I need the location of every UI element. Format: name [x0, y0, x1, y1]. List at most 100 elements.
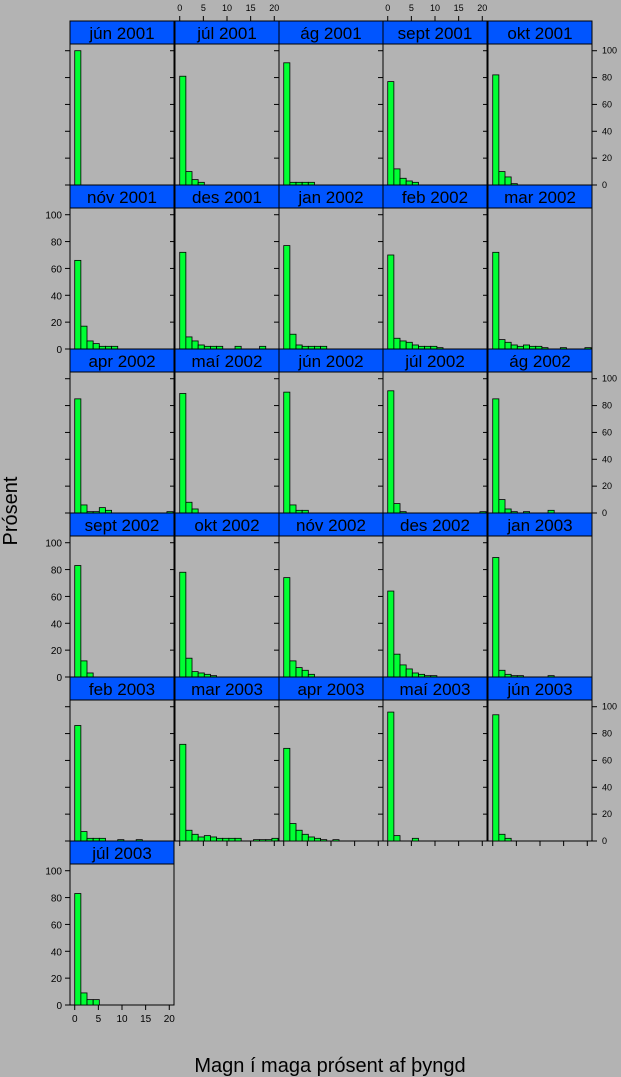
histogram-bar [222, 837, 230, 842]
panel-label: des 2001 [192, 188, 262, 207]
panel-frame [69, 863, 175, 1006]
histogram-bar [387, 81, 395, 186]
histogram-bar [259, 839, 267, 842]
histogram-bar [86, 340, 94, 350]
histogram-bar [80, 504, 88, 514]
panel-label: feb 2002 [402, 188, 468, 207]
histogram-bar [393, 168, 401, 186]
x-tick-label-top: 20 [269, 3, 279, 13]
histogram-bar [498, 833, 506, 842]
histogram-bar [74, 259, 82, 350]
histogram-bar [411, 672, 419, 678]
y-tick-label: 60 [51, 264, 63, 275]
x-tick-label-top: 10 [222, 3, 232, 13]
y-tick-label: 80 [51, 566, 63, 577]
y-tick-label: 0 [56, 673, 62, 684]
histogram-bar [504, 508, 512, 514]
y-tick-label-right: 60 [602, 427, 612, 437]
histogram-bar [191, 508, 199, 514]
panel-frame [487, 207, 593, 350]
histogram-bar [179, 251, 187, 350]
histogram-bar [197, 672, 205, 678]
y-tick-label-right: 40 [602, 126, 612, 136]
x-tick-label: 15 [140, 1014, 152, 1025]
histogram-bar [289, 504, 297, 514]
histogram-bar [80, 992, 88, 1006]
x-tick-label: 20 [164, 1014, 176, 1025]
panel-frame [174, 535, 280, 678]
y-tick-label-right: 20 [602, 153, 612, 163]
y-tick-label-right: 40 [602, 782, 612, 792]
x-tick-label-top: 0 [177, 3, 182, 13]
histogram-bar [387, 254, 395, 350]
histogram-bar [283, 747, 291, 842]
histogram-bar [393, 653, 401, 678]
histogram-bar [234, 837, 242, 842]
panel-label: jún 2003 [506, 680, 572, 699]
panel-frame [487, 43, 593, 186]
histogram-bar [498, 669, 506, 678]
x-tick-label-top: 0 [385, 3, 390, 13]
histogram-bar [80, 660, 88, 678]
y-tick-label: 100 [45, 211, 62, 222]
x-tick-label-top: 10 [430, 3, 440, 13]
panel-frame [174, 207, 280, 350]
histogram-bar [387, 390, 395, 514]
panel-label: ág 2002 [509, 352, 570, 371]
histogram-bar [289, 823, 297, 842]
histogram-bar [179, 75, 187, 186]
histogram-bar [197, 344, 205, 350]
y-tick-label-right: 60 [602, 755, 612, 765]
panel-frame [278, 699, 384, 842]
panel-label: sept 2002 [85, 516, 160, 535]
y-tick-label-right: 80 [602, 401, 612, 411]
histogram-bar [405, 180, 413, 186]
y-tick-label: 80 [51, 238, 63, 249]
x-tick-label: 5 [96, 1014, 102, 1025]
histogram-bar [74, 893, 82, 1006]
panel-label: júl 2003 [91, 844, 152, 863]
panel-label: mar 2003 [191, 680, 263, 699]
histogram-bar [393, 835, 401, 842]
histogram-bar [492, 251, 500, 350]
histogram-bar [98, 507, 106, 514]
panel-label: ág 2001 [300, 24, 361, 43]
histogram-bar [295, 667, 303, 678]
y-tick-label-right: 60 [602, 99, 612, 109]
x-tick-label-top: 20 [477, 3, 487, 13]
histogram-bar [265, 839, 273, 842]
y-tick-label-right: 100 [602, 702, 617, 712]
y-tick-label: 60 [51, 920, 63, 931]
panel-frame [487, 371, 593, 514]
panel-frame [382, 43, 488, 186]
panel-label: des 2002 [400, 516, 470, 535]
y-tick-label-right: 80 [602, 73, 612, 83]
panel-label: apr 2003 [297, 680, 364, 699]
histogram-bar [498, 339, 506, 350]
histogram-bar [332, 839, 340, 842]
histogram-bar [80, 325, 88, 350]
x-tick-label-top: 15 [246, 3, 256, 13]
histogram-bar [523, 344, 530, 350]
panel-frame [174, 43, 280, 186]
histogram-bar [92, 999, 100, 1006]
y-tick-label: 20 [51, 646, 63, 657]
histogram-bar [387, 590, 395, 678]
panel-frame [487, 535, 593, 678]
y-tick-label-right: 20 [602, 481, 612, 491]
y-tick-label: 40 [51, 947, 63, 958]
histogram-bar [510, 344, 518, 350]
panel-label: jún 2001 [88, 24, 154, 43]
y-tick-label: 40 [51, 291, 63, 302]
histogram-bar [86, 999, 94, 1006]
panel-frame [278, 207, 384, 350]
histogram-bar [283, 245, 291, 350]
y-tick-label-right: 0 [602, 180, 607, 190]
panel-label: jan 2003 [506, 516, 572, 535]
y-tick-label-right: 80 [602, 729, 612, 739]
x-tick-label: 10 [116, 1014, 128, 1025]
histogram-bar [74, 565, 82, 678]
histogram-bar [185, 657, 193, 678]
histogram-bar [179, 571, 187, 678]
panel-frame [174, 371, 280, 514]
